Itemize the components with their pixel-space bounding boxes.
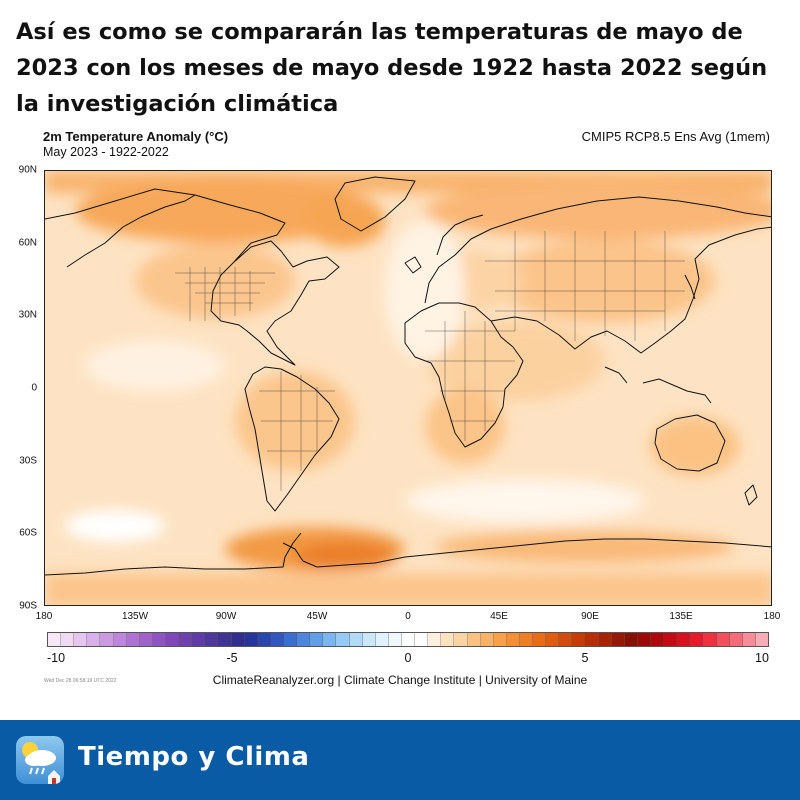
map-title: 2m Temperature Anomaly (°C)	[43, 129, 229, 144]
headline: Así es como se compararán las temperatur…	[16, 19, 768, 117]
colorbar-cell	[506, 633, 520, 646]
model-label: CMIP5 RCP8.5 Ens Avg (1mem)	[581, 129, 770, 144]
colorbar-cell	[192, 633, 206, 646]
lon-label: 180	[763, 611, 781, 622]
colorbar-cell	[533, 633, 547, 646]
colorbar-cell	[742, 633, 756, 646]
colorbar-cell	[664, 633, 678, 646]
colorbar-cell	[454, 633, 468, 646]
brand-name: Tiempo y Clima	[78, 742, 310, 772]
colorbar-cell	[375, 633, 389, 646]
lat-label: 30N	[18, 309, 37, 321]
colorbar-cell	[100, 633, 114, 646]
lat-label: 0	[31, 382, 37, 394]
colorbar-cell	[624, 633, 638, 646]
colorbar-cell	[441, 633, 455, 646]
map-canvas	[45, 171, 771, 605]
lat-label: 90S	[19, 600, 37, 612]
colorbar-cell	[87, 633, 101, 646]
credits: ClimateReanalyzer.org | Climate Change I…	[212, 673, 588, 687]
colorbar-cell	[205, 633, 219, 646]
colorbar-cell	[74, 633, 88, 646]
lon-label: 0	[405, 611, 411, 622]
colorbar-cell	[257, 633, 271, 646]
colorbar-cell	[152, 633, 166, 646]
lon-label: 45W	[306, 611, 328, 622]
colorbar-cell	[729, 633, 743, 646]
colorbar-cell	[690, 633, 704, 646]
colorbar-cell	[244, 633, 258, 646]
colorbar-cell	[572, 633, 586, 646]
colorbar-cell	[349, 633, 363, 646]
colorbar-tick: -5	[226, 651, 238, 665]
colorbar-cell	[651, 633, 665, 646]
anomaly-field	[45, 171, 771, 605]
colorbar-cell	[559, 633, 573, 646]
colorbar-cell	[493, 633, 507, 646]
colorbar-cell	[415, 633, 429, 646]
lon-label: 135E	[669, 611, 693, 622]
lat-label: 60N	[18, 237, 37, 249]
colorbar-cell	[598, 633, 612, 646]
colorbar-cell	[297, 633, 311, 646]
colorbar-tick: 10	[755, 651, 769, 665]
colorbar-cell	[218, 633, 232, 646]
colorbar-cell	[388, 633, 402, 646]
colorbar-cell	[467, 633, 481, 646]
colorbar-cell	[323, 633, 337, 646]
colorbar-tick: -10	[46, 651, 66, 665]
colorbar-cell	[310, 633, 324, 646]
colorbar-cell	[637, 633, 652, 646]
temperature-anomaly-map	[44, 170, 772, 606]
colorbar-cell	[113, 633, 127, 646]
lon-label: 90W	[215, 611, 237, 622]
colorbar-tick: 5	[581, 651, 589, 665]
timestamp: Wed Dec 28 06:58:19 UTC 2022	[44, 678, 117, 684]
colorbar-tick: 0	[404, 651, 412, 665]
colorbar-cell	[336, 633, 350, 646]
colorbar-cell	[546, 633, 560, 646]
colorbar-cell	[428, 633, 442, 646]
colorbar-cell	[231, 633, 245, 646]
colorbar-cell	[126, 633, 140, 646]
colorbar-cell	[519, 633, 534, 646]
footer-banner: Tiempo y Clima	[0, 720, 800, 800]
lon-label: 180	[35, 611, 53, 622]
colorbar-cell	[585, 633, 599, 646]
colorbar-cell	[703, 633, 717, 646]
lat-label: 30S	[19, 455, 37, 467]
lon-label: 45E	[490, 611, 508, 622]
colorbar-cell	[611, 633, 625, 646]
colorbar-cell	[179, 633, 193, 646]
colorbar-cell	[139, 633, 153, 646]
colorbar-cell	[677, 633, 691, 646]
lat-label: 60S	[19, 527, 37, 539]
colorbar-cell	[283, 633, 298, 646]
colorbar-cell	[755, 633, 769, 646]
lon-label: 135W	[121, 611, 149, 622]
colorbar-cell	[480, 633, 494, 646]
colorbar-cell	[270, 633, 284, 646]
lat-label: 90N	[18, 164, 37, 176]
colorbar	[47, 632, 769, 647]
colorbar-cell	[165, 633, 180, 646]
colorbar-cell	[61, 633, 75, 646]
colorbar-cell	[401, 633, 416, 646]
lon-label: 90E	[581, 611, 599, 622]
coastlines	[45, 176, 771, 576]
colorbar-cell	[362, 633, 376, 646]
borders	[175, 231, 685, 491]
colorbar-cell	[716, 633, 730, 646]
map-subtitle: May 2023 - 1922-2022	[43, 145, 169, 159]
weather-app-icon	[16, 736, 64, 784]
colorbar-cell	[48, 633, 62, 646]
